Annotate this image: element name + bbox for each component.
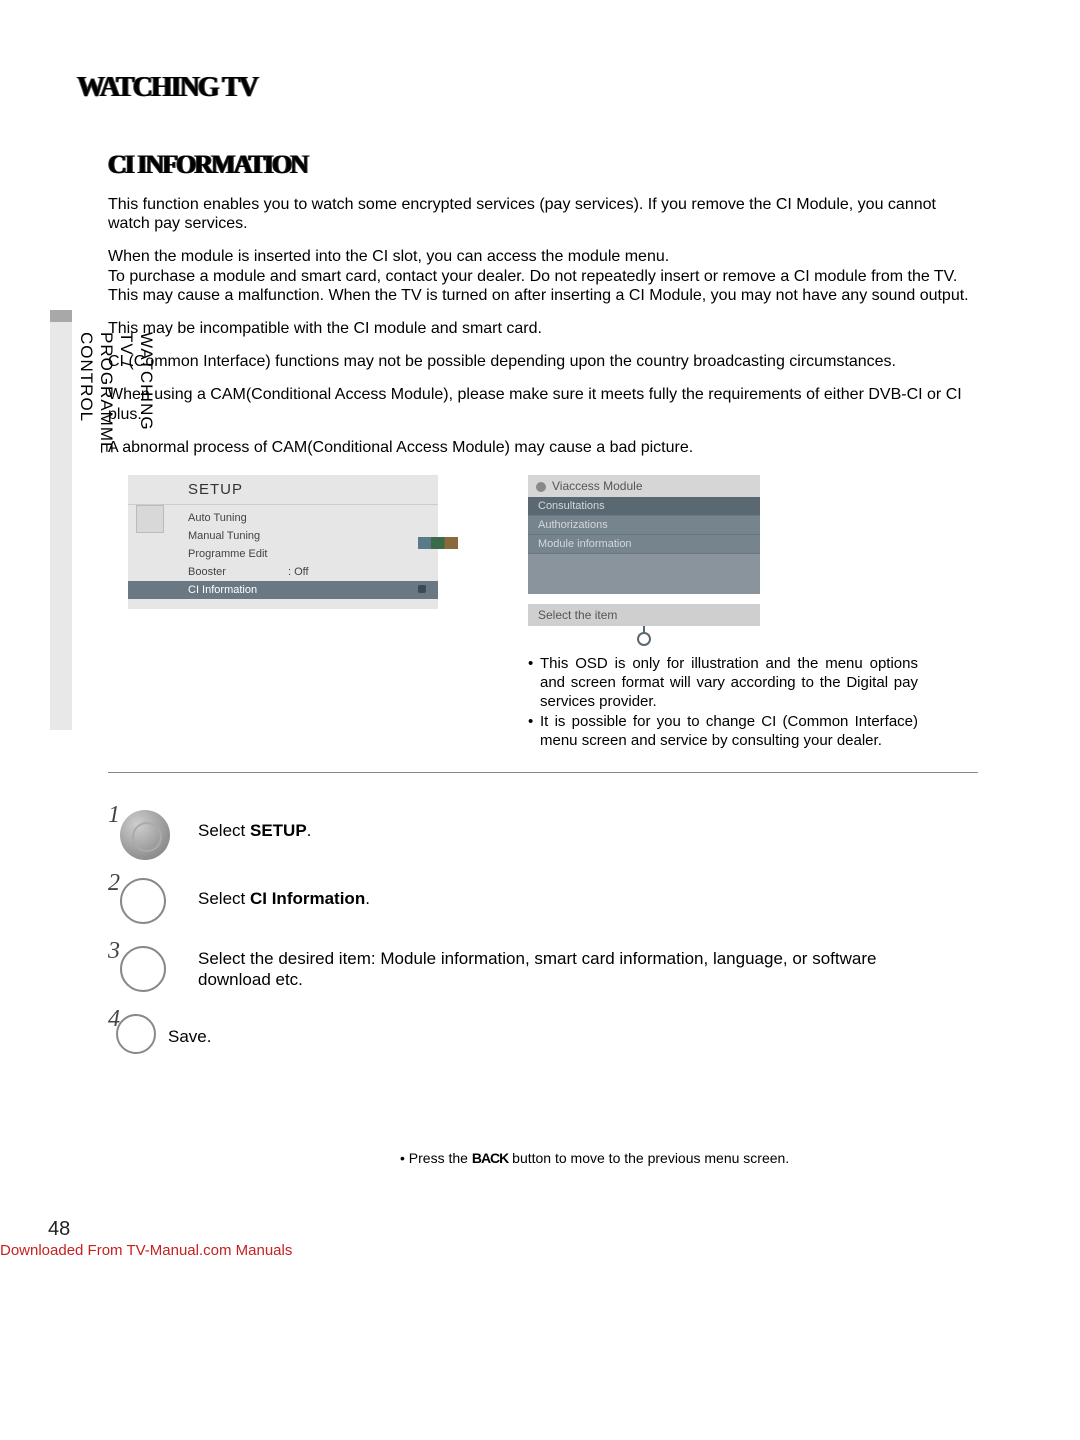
step-4: 4 Save. xyxy=(108,1012,928,1072)
back-tip: • Press the BACK button to move to the p… xyxy=(400,1150,980,1166)
step-text: Save. xyxy=(168,1026,848,1047)
label: Manual Tuning xyxy=(188,530,260,542)
remote-button-icon xyxy=(120,946,166,992)
setup-title: SETUP xyxy=(128,475,438,505)
step-3: 3 Select the desired item: Module inform… xyxy=(108,944,928,1004)
label: CI Information xyxy=(188,584,257,596)
label: Programme Edit xyxy=(188,548,267,560)
remote-button-icon xyxy=(120,878,166,924)
step-list: 1 Select SETUP. 2 Select CI Information.… xyxy=(108,808,928,1080)
menu-item-programme-edit[interactable]: Programme Edit xyxy=(128,545,438,563)
para: When using a CAM(Conditional Access Modu… xyxy=(108,385,978,423)
osd-notes: This OSD is only for illustration and th… xyxy=(528,655,918,753)
para: This function enables you to watch some … xyxy=(108,195,978,233)
para: CI (Common Interface) functions may not … xyxy=(108,352,978,371)
knob-icon xyxy=(528,632,760,651)
selection-dot xyxy=(418,585,426,593)
section-heading: CI INFORMATION xyxy=(108,150,307,180)
menu-item-booster[interactable]: Booster : Off xyxy=(128,563,438,581)
step-number: 1 xyxy=(108,802,120,829)
page-number: 48 xyxy=(48,1218,70,1241)
download-source: Downloaded From TV-Manual.com Manuals xyxy=(0,1242,292,1259)
viaccess-panel: Viaccess Module Consultations Authorizat… xyxy=(528,475,760,651)
para: When the module is inserted into the CI … xyxy=(108,247,978,266)
step-1: 1 Select SETUP. xyxy=(108,808,928,868)
setup-menu: SETUP Auto Tuning Manual Tuning Programm… xyxy=(128,475,438,609)
menu-item-ci-information[interactable]: CI Information xyxy=(128,581,438,599)
setup-list: Auto Tuning Manual Tuning Programme Edit… xyxy=(128,505,438,609)
viaccess-footer: Select the item xyxy=(528,604,760,626)
value: : Off xyxy=(288,566,309,578)
menu-item-auto-tuning[interactable]: Auto Tuning xyxy=(128,509,438,527)
viaccess-space xyxy=(528,554,760,594)
note: This OSD is only for illustration and th… xyxy=(528,655,918,711)
step-2: 2 Select CI Information. xyxy=(108,876,928,936)
remote-button-icon xyxy=(116,1014,156,1054)
step-number: 3 xyxy=(108,938,120,965)
para: This may be incompatible with the CI mod… xyxy=(108,319,978,338)
viaccess-title: Viaccess Module xyxy=(528,475,760,497)
para: To purchase a module and smart card, con… xyxy=(108,267,978,305)
note: It is possible for you to change CI (Com… xyxy=(528,713,918,751)
body-text: This function enables you to watch some … xyxy=(108,195,978,471)
menu-item-manual-tuning[interactable]: Manual Tuning xyxy=(128,527,438,545)
chapter-title: WATCHING TV xyxy=(77,72,257,104)
viaccess-row[interactable]: Module information xyxy=(528,535,760,554)
para: A abnormal process of CAM(Conditional Ac… xyxy=(108,438,978,457)
label: Booster xyxy=(188,566,226,578)
viaccess-row[interactable]: Consultations xyxy=(528,497,760,516)
viaccess-row[interactable]: Authorizations xyxy=(528,516,760,535)
step-text: Select CI Information. xyxy=(198,888,878,909)
step-text: Select the desired item: Module informat… xyxy=(198,948,878,991)
side-tab xyxy=(50,310,72,730)
label: Auto Tuning xyxy=(188,512,247,524)
step-number: 2 xyxy=(108,870,120,897)
remote-button-icon xyxy=(120,810,170,860)
step-text: Select SETUP. xyxy=(198,820,878,841)
divider xyxy=(108,772,978,773)
